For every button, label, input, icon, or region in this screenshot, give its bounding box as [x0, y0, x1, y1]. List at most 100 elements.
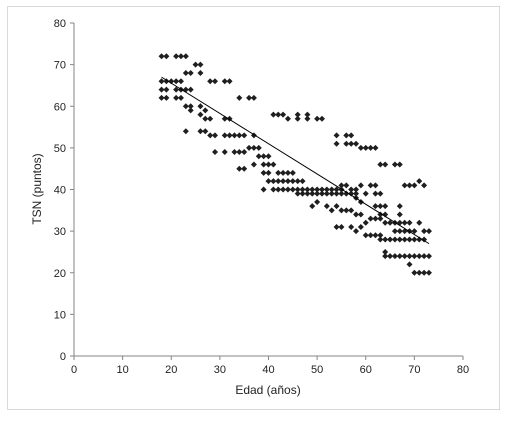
data-point	[294, 190, 301, 197]
data-point	[289, 186, 296, 193]
data-point	[284, 178, 291, 185]
data-point	[280, 111, 287, 118]
y-tick-label: 70	[54, 60, 66, 72]
data-point	[343, 140, 350, 147]
data-point	[270, 178, 277, 185]
data-point	[158, 53, 165, 60]
data-point	[391, 161, 398, 168]
data-point	[294, 115, 301, 122]
data-point	[241, 149, 248, 156]
data-point	[396, 253, 403, 260]
data-point	[289, 178, 296, 185]
data-point	[197, 103, 204, 110]
data-point	[173, 94, 180, 101]
data-point	[250, 144, 257, 151]
data-point	[275, 186, 282, 193]
data-point	[265, 161, 272, 168]
data-point	[416, 253, 423, 260]
data-point	[411, 253, 418, 260]
data-point	[372, 182, 379, 189]
data-point	[382, 219, 389, 226]
data-point	[221, 78, 228, 85]
x-tick-label: 20	[165, 364, 177, 376]
data-point	[318, 186, 325, 193]
data-point	[187, 86, 194, 93]
data-point	[275, 178, 282, 185]
data-point	[265, 178, 272, 185]
data-point	[382, 203, 389, 210]
data-point	[314, 198, 321, 205]
data-point	[207, 115, 214, 122]
data-point	[372, 232, 379, 239]
data-point	[348, 132, 355, 139]
data-point	[202, 107, 209, 114]
data-point	[250, 94, 257, 101]
data-point	[158, 86, 165, 93]
data-point	[411, 269, 418, 276]
data-point	[328, 186, 335, 193]
data-point	[338, 223, 345, 230]
data-point	[197, 69, 204, 76]
data-point	[226, 132, 233, 139]
data-point	[391, 228, 398, 235]
data-point	[377, 161, 384, 168]
data-point	[348, 140, 355, 147]
y-tick-label: 60	[54, 101, 66, 113]
y-tick-label: 30	[54, 226, 66, 238]
data-point	[163, 86, 170, 93]
data-point	[367, 215, 374, 222]
data-point	[241, 132, 248, 139]
data-point	[416, 269, 423, 276]
axes	[73, 23, 463, 357]
data-point	[284, 169, 291, 176]
data-point	[357, 211, 364, 218]
data-point	[275, 169, 282, 176]
data-point	[362, 190, 369, 197]
data-point	[377, 203, 384, 210]
data-point	[212, 132, 219, 139]
data-point	[158, 78, 165, 85]
x-axis-title: Edad (años)	[235, 383, 300, 397]
data-point	[367, 144, 374, 151]
data-point	[270, 111, 277, 118]
data-point	[333, 223, 340, 230]
data-point	[387, 236, 394, 243]
data-point	[382, 248, 389, 255]
data-point	[177, 78, 184, 85]
data-point	[212, 149, 219, 156]
data-point	[304, 190, 311, 197]
x-tick-label: 70	[408, 364, 420, 376]
data-point	[275, 111, 282, 118]
y-tick-label: 80	[54, 18, 66, 30]
data-point	[299, 190, 306, 197]
data-point	[221, 132, 228, 139]
x-tick-label: 30	[214, 364, 226, 376]
trendline	[161, 76, 430, 245]
data-point	[406, 182, 413, 189]
data-point	[391, 236, 398, 243]
data-point	[425, 269, 432, 276]
data-point	[265, 153, 272, 160]
data-point	[177, 53, 184, 60]
data-point	[387, 253, 394, 260]
data-point	[396, 211, 403, 218]
data-point	[309, 186, 316, 193]
data-point	[416, 219, 423, 226]
data-point	[236, 132, 243, 139]
data-point	[396, 161, 403, 168]
data-point	[289, 169, 296, 176]
data-point	[231, 132, 238, 139]
data-point	[353, 211, 360, 218]
data-point	[357, 223, 364, 230]
data-point	[382, 236, 389, 243]
data-point	[314, 190, 321, 197]
data-point	[333, 190, 340, 197]
data-point	[411, 236, 418, 243]
data-point	[406, 236, 413, 243]
data-point	[173, 86, 180, 93]
data-point	[343, 132, 350, 139]
data-points	[158, 53, 432, 276]
data-point	[182, 69, 189, 76]
data-point	[246, 144, 253, 151]
data-point	[197, 128, 204, 135]
